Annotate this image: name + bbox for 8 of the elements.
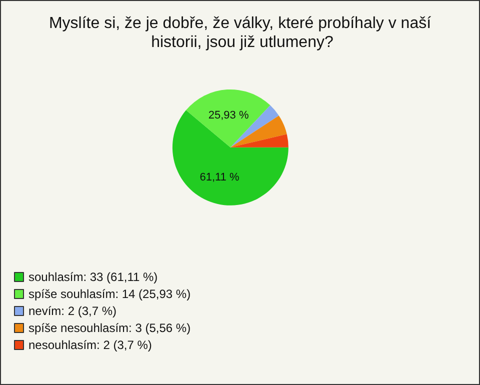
legend-label: nesouhlasím: 2 (3,7 %)	[28, 338, 152, 352]
data-label: 25,93 %	[208, 109, 249, 122]
legend-label: nevím: 2 (3,7 %)	[28, 304, 117, 318]
legend-label: spíše nesouhlasím: 3 (5,56 %)	[28, 321, 191, 335]
data-label: 61,11 %	[200, 171, 240, 184]
legend-label: spíše souhlasím: 14 (25,93 %)	[28, 287, 191, 301]
legend-label: souhlasím: 33 (61,11 %)	[28, 270, 158, 284]
chart-title: Myslíte si, že je dobře, že války, které probíhaly v naší historii, jsou již utlumeny?	[48, 15, 432, 51]
